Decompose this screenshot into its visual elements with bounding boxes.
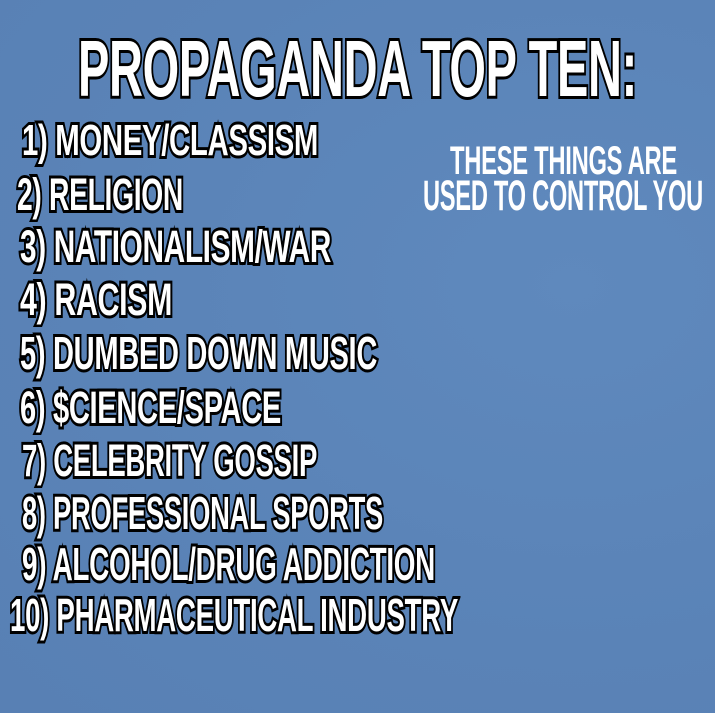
side-note-line-2: USED TO CONTROL YOU	[423, 172, 703, 220]
side-note-line-1: THESE THINGS ARE	[450, 139, 677, 184]
list-item: 4) RACISM	[18, 273, 174, 325]
list-item: 3) NATIONALISM/WAR	[18, 220, 333, 272]
list-item: 6) $CIENCE/SPACE	[18, 381, 283, 433]
list-item: 7) CELEBRITY GOSSIP	[20, 434, 319, 486]
list-item: 9) ALCOHOL/DRUG ADDICTION	[20, 538, 437, 591]
list-item: 8) PROFESSIONAL SPORTS	[20, 487, 385, 540]
page-title: PROPAGANDA TOP TEN:	[76, 23, 639, 113]
list-item: 5) DUMBED DOWN MUSIC	[18, 327, 379, 380]
list-item: 10) PHARMACEUTICAL INDUSTRY	[8, 589, 460, 642]
list-item: 1) MONEY/CLASSISM	[20, 115, 320, 165]
list-item: 2) RELIGION	[15, 168, 185, 220]
